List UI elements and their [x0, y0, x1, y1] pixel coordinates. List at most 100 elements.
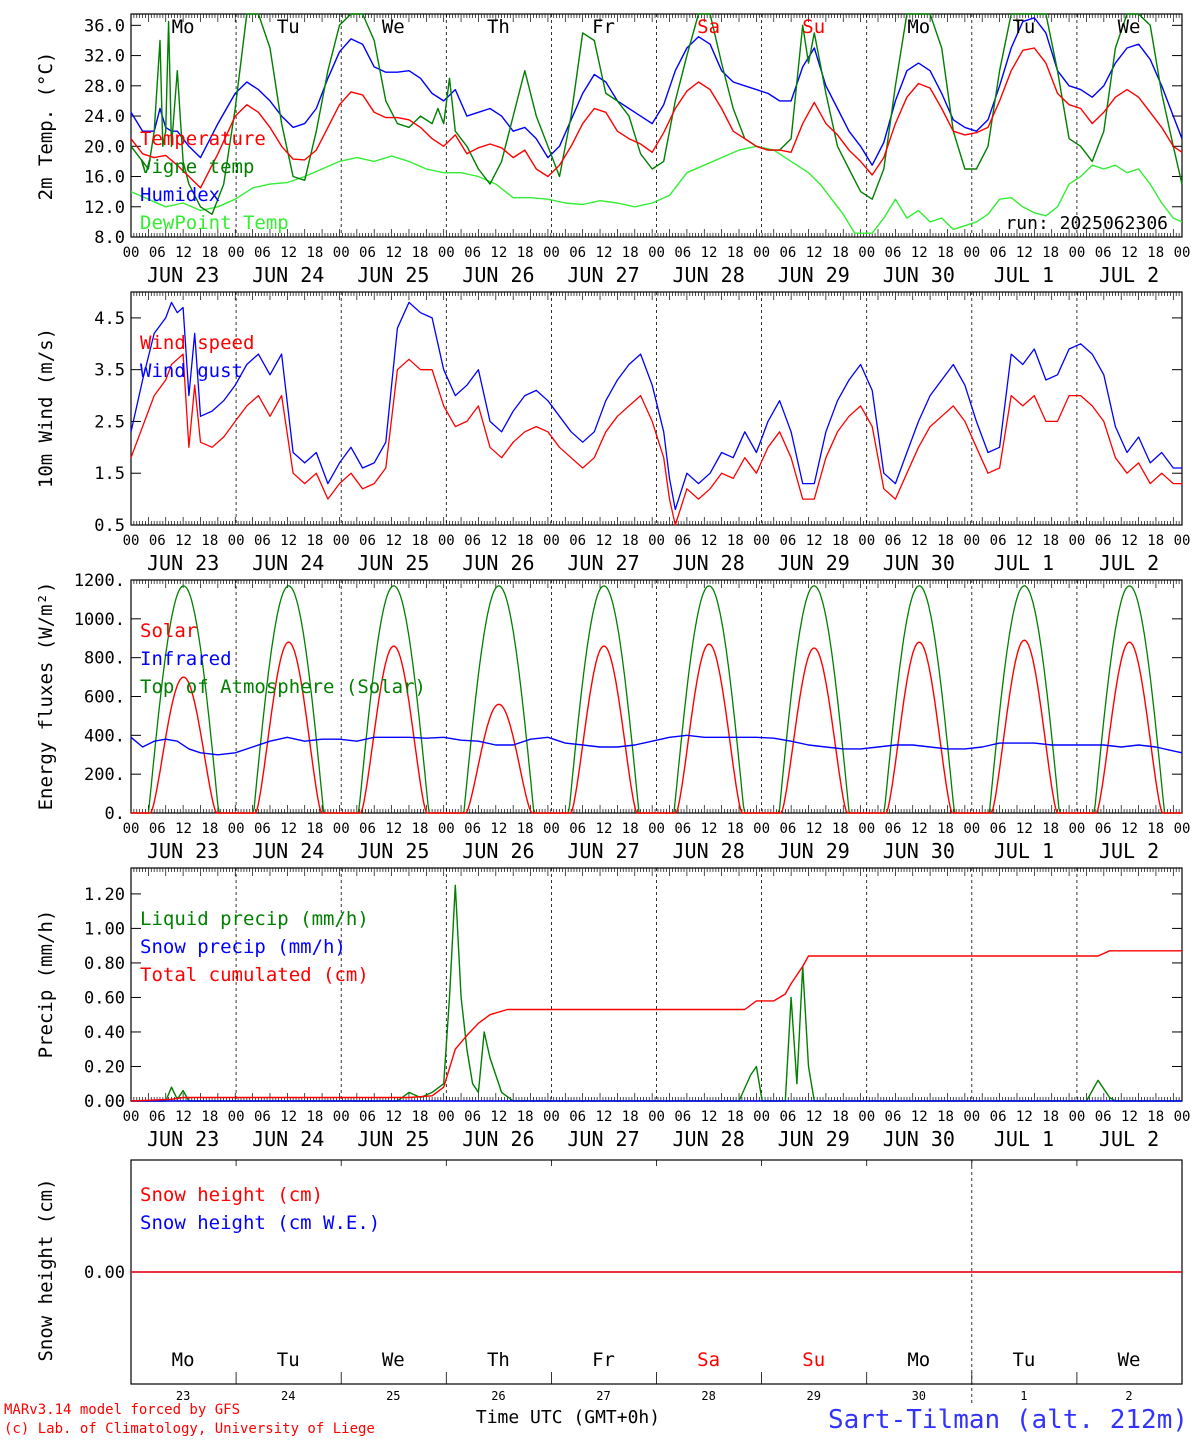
y-tick-label: 0.40 — [84, 1023, 125, 1043]
y-tick-label: 8.0 — [94, 228, 125, 248]
date-label: JUL 2 — [1099, 1127, 1159, 1151]
date-label: JUN 30 — [883, 263, 955, 287]
y-axis-label: Precip (mm/h) — [35, 910, 57, 1059]
hour-tick-label: 18 — [1147, 533, 1164, 549]
hour-tick-label: 06 — [779, 533, 796, 549]
hour-tick-label: 06 — [569, 821, 586, 837]
hour-tick-label: 18 — [622, 1109, 639, 1125]
hour-tick-label: 12 — [806, 245, 823, 261]
day-name-bottom: Th — [487, 1349, 510, 1371]
day-name-bottom: Sa — [697, 1349, 720, 1371]
day-name-bottom: Tu — [277, 1349, 300, 1371]
hour-tick-label: 18 — [937, 533, 954, 549]
hour-tick-label: 12 — [806, 1109, 823, 1125]
series-temperature — [130, 47, 1183, 189]
series-infrared — [130, 734, 1183, 756]
hour-tick-label: 12 — [806, 821, 823, 837]
hour-tick-label: 06 — [359, 821, 376, 837]
date-label: JUN 25 — [357, 1127, 429, 1151]
hour-tick-label: 06 — [149, 245, 166, 261]
hour-tick-label: 12 — [911, 533, 928, 549]
series-dewpoint-temp — [130, 145, 1183, 234]
y-tick-label: 0.00 — [84, 1092, 125, 1112]
hour-tick-label: 12 — [490, 533, 507, 549]
hour-tick-label: 18 — [306, 821, 323, 837]
hour-tick-label: 12 — [1121, 533, 1138, 549]
legend-entry: Humidex — [140, 184, 220, 206]
day-name-top: We — [382, 16, 405, 38]
day-name-top: Su — [802, 16, 825, 38]
hour-tick-label: 12 — [596, 245, 613, 261]
day-number-label: 26 — [491, 1389, 505, 1403]
hour-tick-label: 00 — [333, 1109, 350, 1125]
hour-tick-label: 18 — [1147, 245, 1164, 261]
date-label: JUN 30 — [883, 551, 955, 575]
hour-tick-label: 12 — [701, 821, 718, 837]
hour-tick-label: 06 — [569, 533, 586, 549]
hour-tick-label: 00 — [333, 821, 350, 837]
series-humidex — [130, 17, 1183, 166]
date-label: JUN 27 — [567, 551, 639, 575]
hour-tick-label: 12 — [806, 533, 823, 549]
series-wind-gust — [130, 301, 1182, 511]
hour-tick-label: 12 — [1016, 533, 1033, 549]
hour-tick-label: 00 — [648, 1109, 665, 1125]
chart-labels: 00 06 12 18 00 06 12 18 00 06 12 18 00 06 12 18 00 06 12 18… — [35, 16, 1190, 1403]
date-label: JUL 2 — [1099, 839, 1159, 863]
hour-tick-label: 18 — [412, 1109, 429, 1125]
date-label: JUN 27 — [567, 263, 639, 287]
date-label: JUN 27 — [567, 1127, 639, 1151]
date-label: JUN 29 — [778, 551, 850, 575]
hour-tick-label: 12 — [175, 245, 192, 261]
legend-entry: Snow height (cm) — [140, 1184, 323, 1206]
legend-entry: Infrared — [140, 648, 232, 670]
hour-tick-label: 12 — [911, 1109, 928, 1125]
hour-tick-label: 06 — [359, 1109, 376, 1125]
hour-tick-label: 06 — [1095, 1109, 1112, 1125]
hour-tick-label: 18 — [727, 245, 744, 261]
legend-entry: DewPoint Temp — [140, 212, 289, 234]
legend-entry: Top of Atmosphere (Solar) — [140, 676, 426, 698]
hour-tick-label: 12 — [175, 821, 192, 837]
hour-tick-label: 18 — [1042, 821, 1059, 837]
run-label: run: 2025062306 — [1005, 213, 1168, 234]
hour-tick-label: 18 — [412, 245, 429, 261]
hour-tick-label: 18 — [937, 821, 954, 837]
series-total-cumulated — [130, 950, 1182, 1102]
hour-tick-label: 18 — [622, 821, 639, 837]
hour-tick-label: 00 — [858, 245, 875, 261]
hour-tick-label: 18 — [201, 533, 218, 549]
hour-tick-label: 00 — [228, 1109, 245, 1125]
date-label: JUN 26 — [462, 1127, 534, 1151]
y-tick-label: 28.0 — [84, 77, 125, 97]
hour-tick-label: 00 — [123, 1109, 140, 1125]
hour-tick-label: 06 — [254, 245, 271, 261]
hour-tick-label: 18 — [937, 1109, 954, 1125]
y-tick-label: 1000. — [74, 610, 125, 630]
hour-tick-label: 06 — [1095, 245, 1112, 261]
y-tick-label: 0. — [105, 804, 125, 824]
hour-tick-label: 18 — [517, 1109, 534, 1125]
hour-tick-label: 06 — [674, 821, 691, 837]
hour-tick-label: 00 — [753, 821, 770, 837]
day-name-bottom: Fr — [592, 1349, 615, 1371]
hour-tick-label: 06 — [464, 821, 481, 837]
date-label: JUN 23 — [147, 263, 219, 287]
series-solar — [131, 639, 1182, 814]
hour-tick-label: 12 — [911, 245, 928, 261]
hour-tick-label: 18 — [306, 1109, 323, 1125]
y-tick-label: 0.60 — [84, 988, 125, 1008]
legend-entry: Solar — [140, 620, 197, 642]
hour-tick-label: 12 — [175, 1109, 192, 1125]
day-name-bottom: Su — [802, 1349, 825, 1371]
hour-tick-label: 06 — [254, 1109, 271, 1125]
hour-tick-label: 06 — [464, 533, 481, 549]
date-label: JUN 26 — [462, 839, 534, 863]
day-name-top: Tu — [277, 16, 300, 38]
hour-tick-label: 18 — [306, 533, 323, 549]
day-number-label: 23 — [176, 1389, 190, 1403]
date-label: JUN 29 — [778, 263, 850, 287]
hour-tick-label: 18 — [412, 821, 429, 837]
hour-tick-label: 06 — [779, 1109, 796, 1125]
hour-tick-label: 12 — [280, 245, 297, 261]
